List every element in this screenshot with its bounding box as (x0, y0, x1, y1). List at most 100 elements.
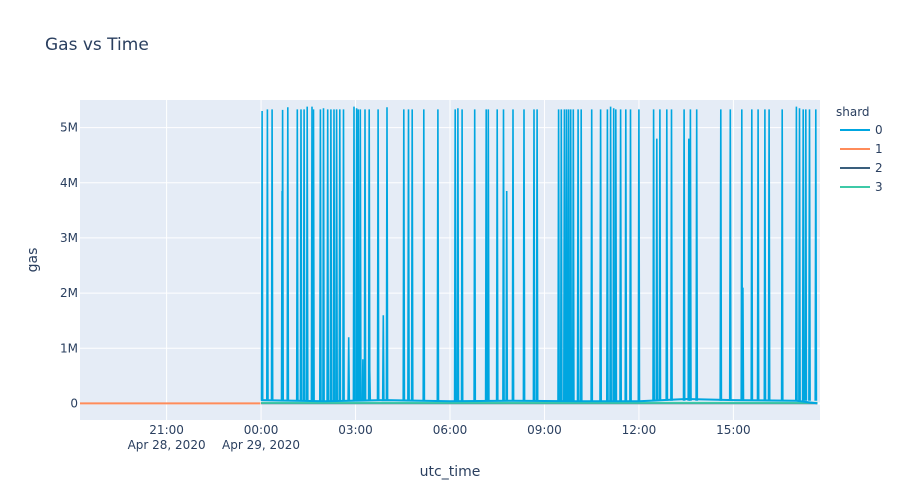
series-0-spike (652, 109, 655, 401)
x-tick-label: 03:00 (338, 423, 373, 437)
series-0-spike (361, 359, 365, 401)
y-tick-label: 3M (60, 231, 78, 245)
series-0-spike (502, 109, 505, 401)
series-0-spike (689, 109, 692, 401)
legend-item-0[interactable]: 0 (840, 123, 883, 137)
series-0-spike (342, 109, 345, 401)
series-0-spike (332, 109, 336, 401)
x-tick-date-label: Apr 28, 2020 (128, 438, 206, 452)
series-0-spike (795, 106, 798, 401)
legend-label: 1 (875, 142, 883, 156)
series-0-spike (535, 109, 539, 401)
chart-title: Gas vs Time (45, 35, 149, 55)
series-0-spike (614, 109, 618, 401)
series-0-spike (460, 109, 464, 401)
series-0-spike (376, 109, 380, 401)
series-0-spike (670, 109, 673, 401)
series-0-spike (655, 138, 659, 401)
legend[interactable]: shard 0 1 2 3 (836, 105, 883, 194)
series-0-spike (436, 109, 440, 401)
series-0-spike (571, 109, 575, 401)
series-0-spike (335, 109, 338, 401)
series-0-spike (286, 107, 290, 401)
series-0-spike (407, 109, 410, 401)
x-tick-label: 15:00 (716, 423, 751, 437)
series-0-spike (599, 109, 602, 401)
series-0-spike (358, 109, 362, 401)
series-0-spike (302, 109, 306, 401)
y-tick-label: 5M (60, 121, 78, 135)
series-0-spike (763, 109, 767, 401)
series-0-spike (532, 109, 536, 401)
series-0-spike (338, 109, 342, 401)
series-0-spike (728, 109, 732, 401)
series-0-spike (422, 109, 426, 401)
traces (80, 106, 818, 405)
series-0-spike (624, 109, 628, 401)
series-0-spike (629, 109, 632, 401)
series-0-spike (804, 109, 808, 401)
series-0-spike (305, 106, 309, 401)
series-0-spike (719, 109, 723, 401)
series-0-spike (682, 109, 686, 401)
series-0-spike (750, 109, 754, 401)
series-0-spike (329, 109, 333, 401)
series-0-spike (356, 109, 360, 401)
series-0-spike (612, 108, 616, 401)
series-0-spike (557, 109, 560, 401)
series-0-spike (637, 109, 641, 401)
series-0-spike (312, 109, 315, 401)
series-0-spike (808, 109, 811, 401)
series-0-spike (495, 109, 499, 401)
y-tick-label: 1M (60, 341, 78, 355)
legend-item-2[interactable]: 2 (840, 161, 883, 175)
series-0-spike (453, 109, 457, 401)
legend-label: 0 (875, 123, 883, 137)
series-0-spike (756, 109, 760, 401)
series-0-spike (576, 109, 580, 401)
series-0-spike (484, 109, 488, 401)
series-0-spike (456, 108, 460, 401)
series-0-spike (270, 109, 274, 401)
series-0-spike (473, 109, 477, 401)
series-0-spike (511, 109, 515, 401)
y-tick-label: 2M (60, 286, 78, 300)
x-tick-label: 09:00 (527, 423, 562, 437)
series-0-spike (814, 109, 818, 401)
series-0-spike (522, 109, 526, 401)
series-0-spike (658, 109, 662, 401)
series-0-spike (319, 109, 322, 401)
y-tick-label: 0 (70, 396, 78, 410)
series-0-spike (563, 109, 566, 401)
legend-item-1[interactable]: 1 (840, 142, 883, 156)
series-0-spike (619, 109, 622, 401)
series-0-spike (695, 109, 699, 401)
series-0-spike (299, 109, 303, 401)
series-0-spike (385, 107, 389, 401)
series-0-spike (741, 287, 745, 401)
series-0-spike (590, 109, 594, 401)
series-0-spike (606, 109, 609, 401)
series-0-spike (567, 109, 570, 401)
series-0-spike (798, 108, 801, 401)
series-0-spike (281, 109, 284, 401)
series-0-spike (505, 190, 509, 401)
x-axis-title: utc_time (420, 464, 481, 480)
series-0-spike (767, 109, 771, 401)
series-0-spike (780, 109, 784, 401)
legend-item-3[interactable]: 3 (840, 180, 883, 194)
series-0-spike (559, 109, 563, 401)
x-tick-label: 21:00 (149, 423, 184, 437)
series-0-spike (295, 109, 299, 401)
x-tick-label: 00:00 (244, 423, 279, 437)
x-tick-label: 06:00 (433, 423, 468, 437)
x-tick-date-label: Apr 29, 2020 (222, 438, 300, 452)
series-0-spike (347, 337, 351, 401)
y-axis-title: gas (25, 248, 41, 273)
series-0-spike (322, 108, 325, 401)
series-0-spike (381, 315, 385, 401)
series-0-spike (609, 106, 612, 401)
series-0-spike (363, 109, 367, 401)
